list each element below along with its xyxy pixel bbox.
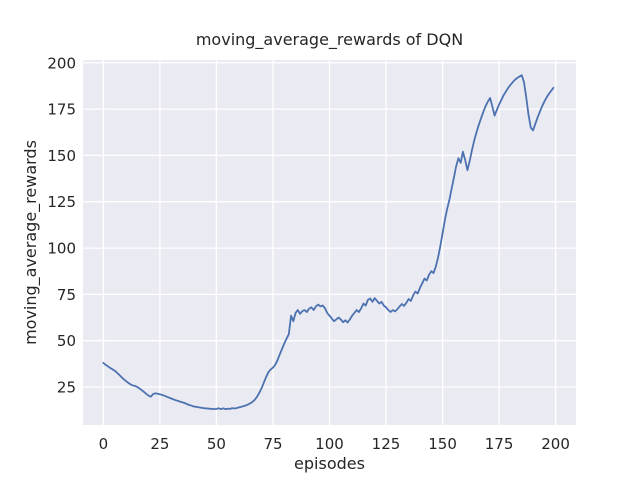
y-tick-label: 75	[57, 286, 76, 304]
y-tick-label: 150	[47, 147, 76, 165]
x-tick-label: 175	[485, 435, 514, 453]
y-tick-label: 50	[57, 332, 76, 350]
y-tick-labels: 25 50 75 100 125 150 175 200	[47, 54, 76, 396]
grid-lines	[83, 60, 576, 425]
series-line-dqn	[102, 74, 555, 411]
y-tick-label: 200	[47, 54, 76, 72]
y-tick-label: 125	[47, 193, 76, 211]
x-tick-label: 50	[207, 435, 226, 453]
x-tick-label: 0	[99, 435, 109, 453]
y-tick-label: 100	[47, 240, 76, 258]
x-tick-labels: 0 25 50 75 100 125 150 175 200	[99, 435, 570, 453]
x-tick-label: 75	[263, 435, 282, 453]
x-tick-label: 150	[428, 435, 457, 453]
y-axis-label: moving_average_rewards	[21, 140, 41, 345]
x-tick-label: 25	[150, 435, 169, 453]
x-tick-label: 125	[372, 435, 401, 453]
y-tick-label: 175	[47, 101, 76, 119]
x-axis-label: episodes	[294, 454, 365, 473]
x-tick-label: 100	[315, 435, 344, 453]
y-tick-label: 25	[57, 379, 76, 397]
x-tick-label: 200	[541, 435, 570, 453]
chart-title: moving_average_rewards of DQN	[196, 30, 463, 50]
